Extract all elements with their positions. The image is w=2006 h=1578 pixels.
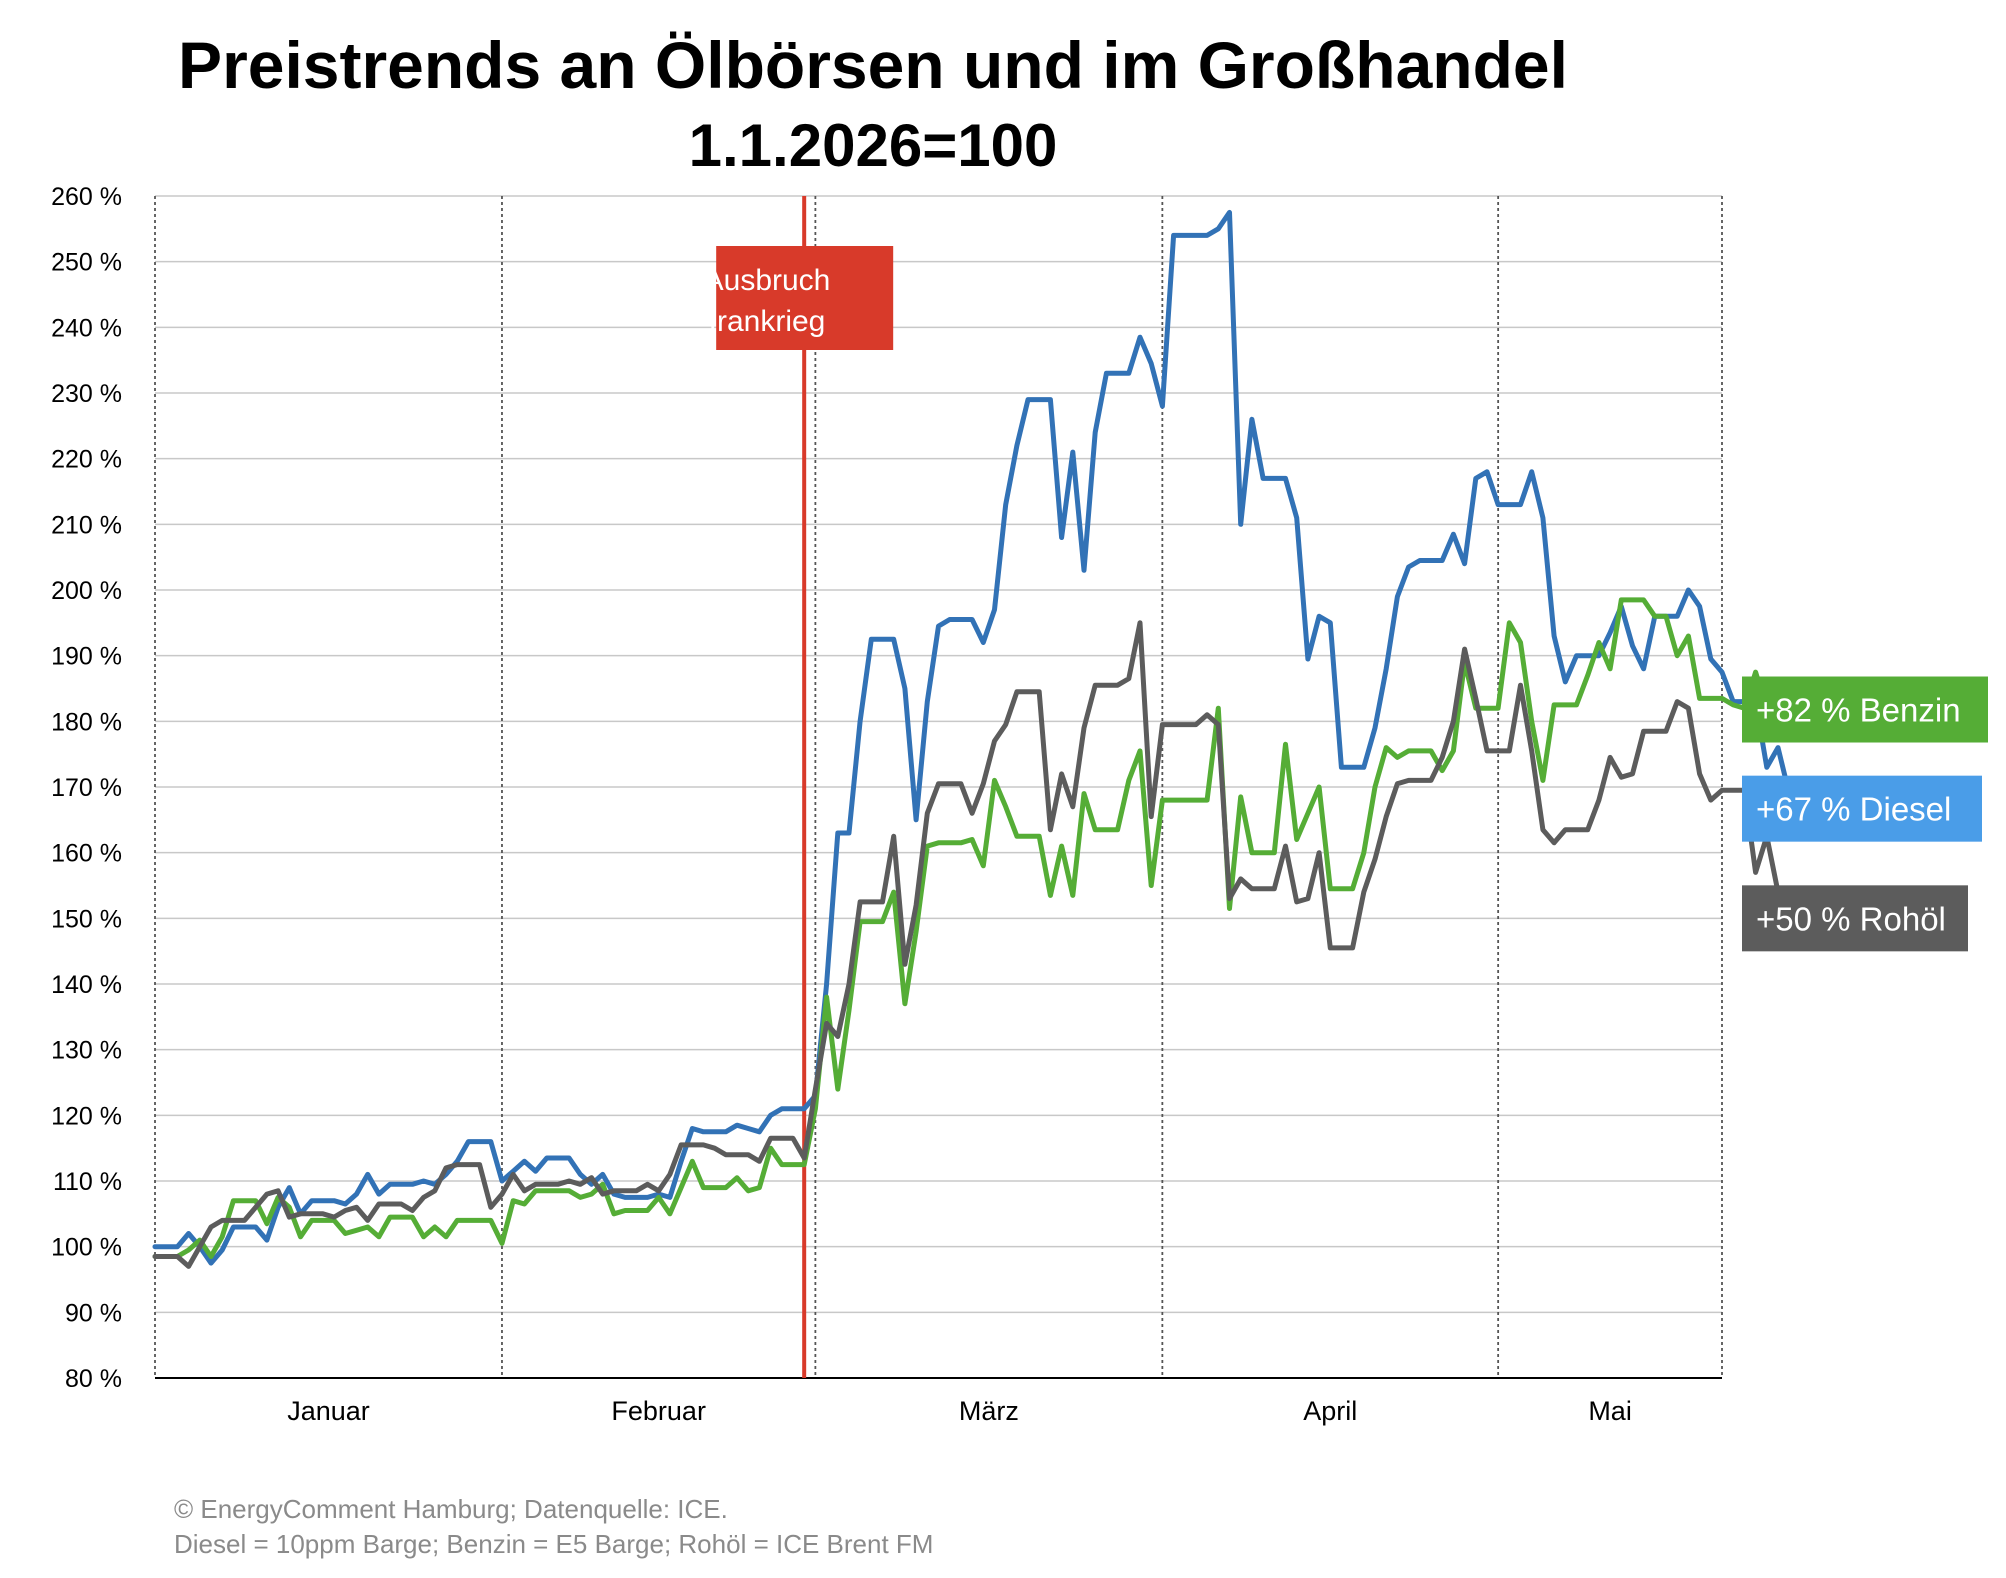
month-dividers [154,196,1723,1378]
y-tick-label: 260 % [51,183,122,211]
source-definitions: Diesel = 10ppm Barge; Benzin = E5 Barge;… [174,1529,933,1559]
series-line-benzin [152,597,1792,1259]
y-tick-label: 120 % [51,1102,122,1130]
y-tick-label: 160 % [51,840,122,868]
series-lines [152,209,1837,1269]
source-note: © EnergyComment Hamburg; Datenquelle: IC… [174,1494,728,1524]
end-label-box [1742,885,1968,952]
event-annotation-line1: Ausbruch [704,264,831,297]
x-axis-ticks: Januar Februar März April Mai [287,1396,1632,1426]
end-label-box [1742,676,1988,743]
event-annotation: Ausbruch Irankrieg [704,246,894,350]
y-tick-label: 90 % [65,1299,122,1327]
x-tick-label: Mai [1588,1396,1632,1426]
y-tick-label: 220 % [51,446,122,474]
end-label-box [1742,775,1982,842]
y-tick-label: 140 % [51,971,122,999]
y-tick-label: 210 % [51,511,122,539]
y-tick-label: 80 % [65,1365,122,1393]
end-label-benzin: +82 % Benzin [1742,676,1988,743]
end-label-text: +67 % Diesel [1756,791,1951,828]
y-axis-ticks: 80 % 90 % 100 % 110 % 120 % 130 % 140 % 150 % 16… [51,183,122,1393]
end-label-text: +82 % Benzin [1756,692,1961,729]
y-tick-label: 190 % [51,643,122,671]
end-label-text: +50 % Rohöl [1756,900,1946,937]
x-tick-label: April [1303,1396,1357,1426]
x-tick-label: Februar [611,1396,706,1426]
y-tick-label: 100 % [51,1234,122,1262]
event-annotation-line2: Irankrieg [709,305,826,338]
y-tick-label: 250 % [51,249,122,277]
end-labels: +82 % Benzin +67 % Diesel +50 % Rohöl [1742,676,1988,952]
gridlines [155,195,1722,1314]
y-tick-label: 130 % [51,1037,122,1065]
chart-subtitle: 1.1.2026=100 [689,112,1058,179]
chart-title: Preistrends an Ölbörsen und im Großhande… [178,28,1568,102]
end-label-diesel: +67 % Diesel [1742,775,1982,842]
y-tick-label: 180 % [51,708,122,736]
y-tick-label: 110 % [53,1168,122,1196]
y-tick-label: 200 % [51,577,122,605]
y-tick-label: 240 % [51,314,122,342]
y-tick-label: 150 % [51,905,122,933]
event-annotation-box [716,246,894,350]
end-label-rohl: +50 % Rohöl [1742,885,1968,952]
series-line-rohl [152,620,1826,1269]
x-tick-label: März [959,1396,1019,1426]
y-tick-label: 230 % [51,380,122,408]
y-tick-label: 170 % [51,774,122,802]
x-tick-label: Januar [287,1396,370,1426]
